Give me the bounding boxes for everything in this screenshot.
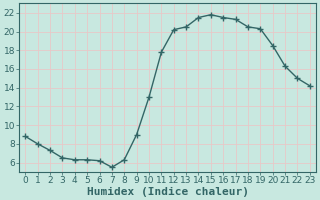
X-axis label: Humidex (Indice chaleur): Humidex (Indice chaleur) <box>87 186 249 197</box>
